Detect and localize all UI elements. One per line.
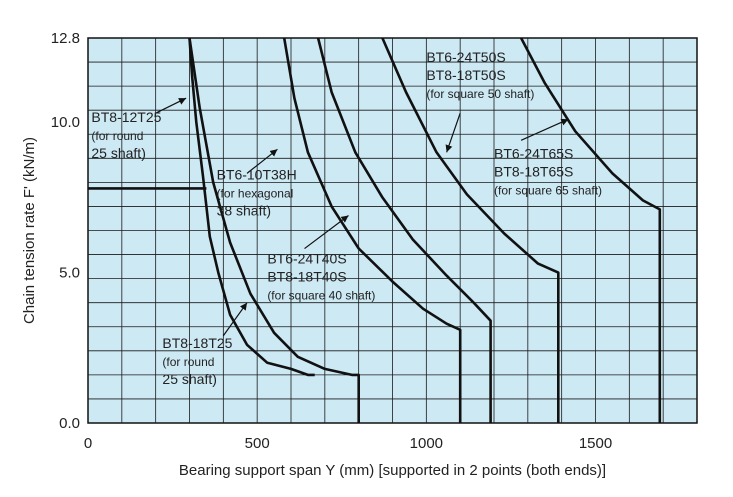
annotation-label: (for round [162, 355, 214, 369]
series-line [381, 37, 560, 423]
annotation-arrows [155, 97, 569, 337]
annotation-label: BT8-18T50S [426, 67, 505, 83]
series-line [282, 37, 462, 423]
series-layer [88, 37, 662, 423]
x-tick-label: 0 [84, 435, 92, 452]
y-tick-label: 0.0 [59, 415, 80, 432]
x-tick-label: 1000 [410, 435, 443, 452]
annotation-label: BT8-18T40S [267, 269, 346, 285]
annotation-label: BT6-10T38H [217, 166, 297, 182]
annotation-label: (for round [91, 129, 143, 143]
annotation-arrow [155, 97, 187, 114]
tick-labels: 0 500 1000 1500 0.0 5.0 10.0 12.8 [51, 30, 612, 452]
annotation-label: BT6-24T65S [494, 145, 573, 161]
x-tick-label: 1500 [579, 435, 612, 452]
annotation-arrow [222, 302, 248, 337]
annotation-label: BT8-12T25 [91, 109, 161, 125]
annotation-label: (for square 65 shaft) [494, 183, 602, 197]
annotation-label: (for square 50 shaft) [426, 87, 534, 101]
series-line [188, 37, 315, 377]
annotation-label: BT8-18T25 [162, 335, 232, 351]
annotation-label: 25 shaft) [91, 145, 145, 161]
annotation-arrow [520, 118, 569, 141]
series-line [519, 37, 662, 423]
annotation-label: BT6-24T40S [267, 251, 346, 267]
annotation-arrow [304, 214, 349, 250]
y-tick-label: 5.0 [59, 265, 80, 282]
annotation-label: (for hexagonal [217, 186, 294, 200]
series-line [188, 37, 361, 423]
annotation-arrow [246, 148, 278, 174]
x-tick-label: 500 [245, 435, 270, 452]
y-axis-label: Chain tension rate F' (kN/m) [21, 137, 38, 324]
x-axis-label: Bearing support span Y (mm) [supported i… [179, 462, 606, 479]
annotation-arrow [445, 112, 461, 153]
series-line [316, 37, 492, 423]
annotation-label: 38 shaft) [217, 202, 271, 218]
grid [88, 38, 697, 423]
annotation-label: 25 shaft) [162, 371, 216, 387]
y-tick-label: 10.0 [51, 114, 80, 131]
annotations: BT8-12T25 (for round 25 shaft) BT6-10T38H (f… [91, 49, 602, 387]
y-tick-label: 12.8 [51, 30, 80, 47]
annotation-label: BT8-18T65S [494, 163, 573, 179]
annotation-label: BT6-24T50S [426, 49, 505, 65]
annotation-label: (for square 40 shaft) [267, 289, 375, 303]
